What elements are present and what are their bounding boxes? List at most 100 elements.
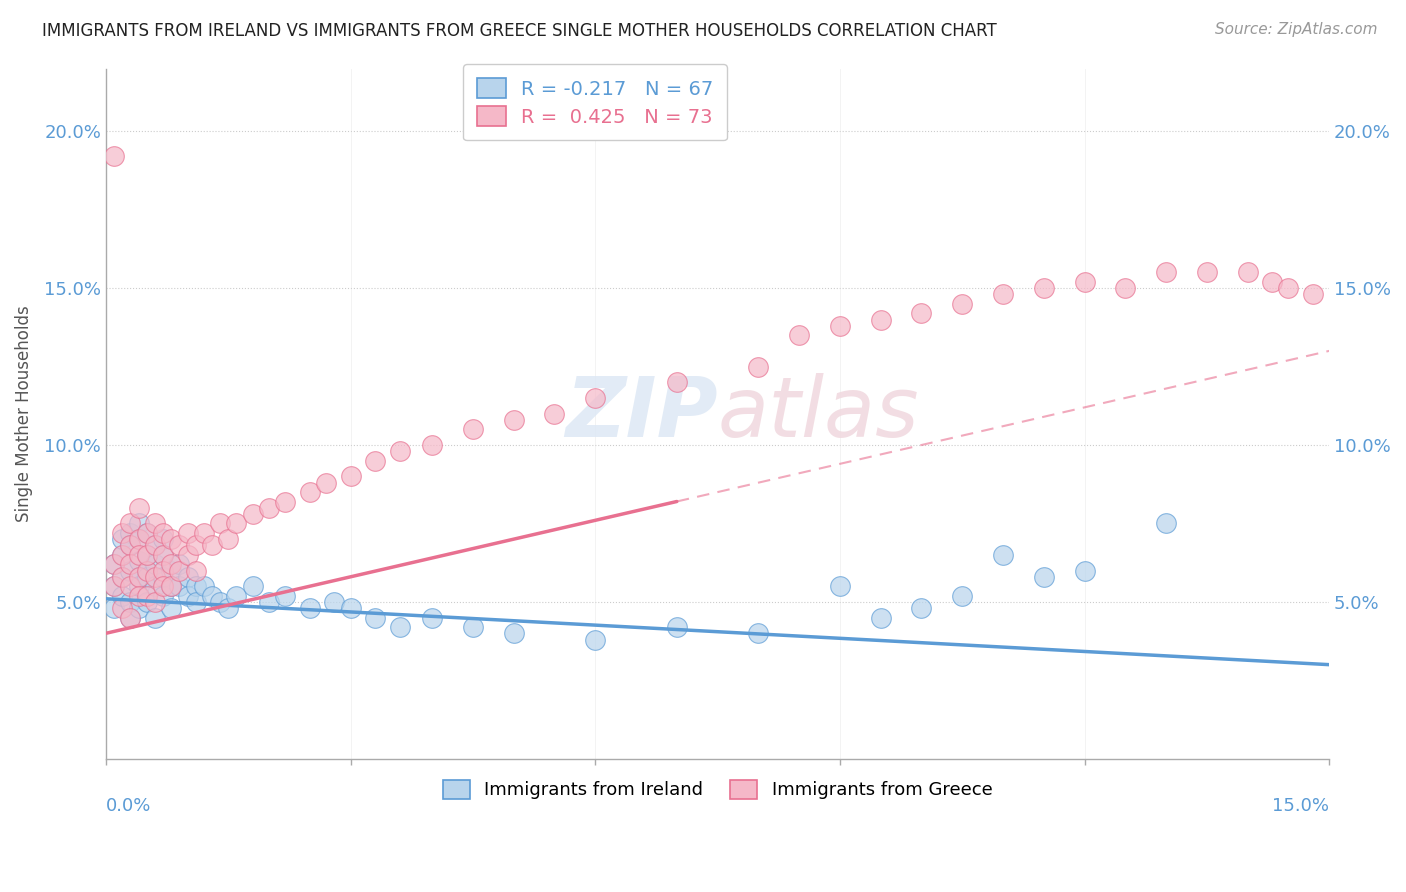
Point: [111, 532, 134, 546]
Point: [143, 570, 166, 584]
Point: [111, 570, 134, 584]
Point: [152, 589, 174, 603]
Point: [217, 532, 239, 546]
Point: [103, 149, 125, 163]
Point: [120, 538, 142, 552]
Point: [388, 444, 411, 458]
Point: [274, 589, 297, 603]
Point: [143, 610, 166, 624]
Point: [209, 595, 232, 609]
Point: [135, 564, 157, 578]
Point: [787, 328, 810, 343]
Point: [135, 589, 157, 603]
Point: [257, 595, 280, 609]
Point: [128, 589, 150, 603]
Point: [747, 626, 769, 640]
Text: 0.0%: 0.0%: [105, 797, 152, 814]
Point: [111, 589, 134, 603]
Point: [747, 359, 769, 374]
Point: [193, 579, 215, 593]
Point: [209, 516, 232, 531]
Point: [128, 570, 150, 584]
Point: [169, 579, 191, 593]
Point: [364, 453, 387, 467]
Point: [950, 589, 973, 603]
Text: atlas: atlas: [717, 373, 920, 454]
Legend: Immigrants from Ireland, Immigrants from Greece: Immigrants from Ireland, Immigrants from…: [433, 771, 1001, 808]
Point: [103, 579, 125, 593]
Point: [201, 589, 224, 603]
Point: [103, 558, 125, 572]
Point: [176, 570, 198, 584]
Point: [160, 532, 183, 546]
Point: [201, 538, 224, 552]
Point: [991, 548, 1014, 562]
Point: [315, 475, 337, 490]
Point: [128, 516, 150, 531]
Point: [169, 564, 191, 578]
Text: ZIP: ZIP: [565, 373, 717, 454]
Point: [120, 538, 142, 552]
Point: [120, 595, 142, 609]
Point: [152, 532, 174, 546]
Point: [103, 579, 125, 593]
Point: [160, 579, 183, 593]
Point: [176, 548, 198, 562]
Point: [135, 570, 157, 584]
Point: [143, 595, 166, 609]
Point: [128, 554, 150, 568]
Point: [1073, 564, 1095, 578]
Point: [120, 525, 142, 540]
Point: [193, 525, 215, 540]
Point: [420, 438, 443, 452]
Point: [1277, 281, 1299, 295]
Point: [910, 306, 932, 320]
Point: [364, 610, 387, 624]
Point: [111, 548, 134, 562]
Point: [274, 494, 297, 508]
Point: [1032, 570, 1054, 584]
Point: [583, 632, 606, 647]
Point: [152, 570, 174, 584]
Point: [160, 564, 183, 578]
Point: [543, 407, 565, 421]
Point: [502, 626, 524, 640]
Point: [461, 422, 484, 436]
Point: [143, 558, 166, 572]
Point: [176, 525, 198, 540]
Point: [217, 601, 239, 615]
Point: [257, 500, 280, 515]
Point: [135, 548, 157, 562]
Point: [298, 485, 321, 500]
Point: [1032, 281, 1054, 295]
Point: [184, 595, 207, 609]
Y-axis label: Single Mother Households: Single Mother Households: [15, 305, 32, 522]
Point: [184, 579, 207, 593]
Point: [152, 564, 174, 578]
Point: [242, 579, 264, 593]
Point: [160, 579, 183, 593]
Point: [502, 413, 524, 427]
Point: [128, 500, 150, 515]
Point: [869, 610, 891, 624]
Text: 15.0%: 15.0%: [1272, 797, 1329, 814]
Point: [991, 287, 1014, 301]
Point: [152, 579, 174, 593]
Point: [420, 610, 443, 624]
Point: [143, 579, 166, 593]
Point: [128, 532, 150, 546]
Point: [339, 601, 361, 615]
Point: [184, 564, 207, 578]
Point: [135, 595, 157, 609]
Point: [828, 579, 851, 593]
Point: [143, 538, 166, 552]
Point: [160, 601, 183, 615]
Point: [665, 620, 688, 634]
Point: [869, 312, 891, 326]
Point: [461, 620, 484, 634]
Point: [225, 589, 247, 603]
Point: [135, 564, 157, 578]
Point: [103, 558, 125, 572]
Point: [1154, 265, 1177, 279]
Point: [152, 548, 174, 562]
